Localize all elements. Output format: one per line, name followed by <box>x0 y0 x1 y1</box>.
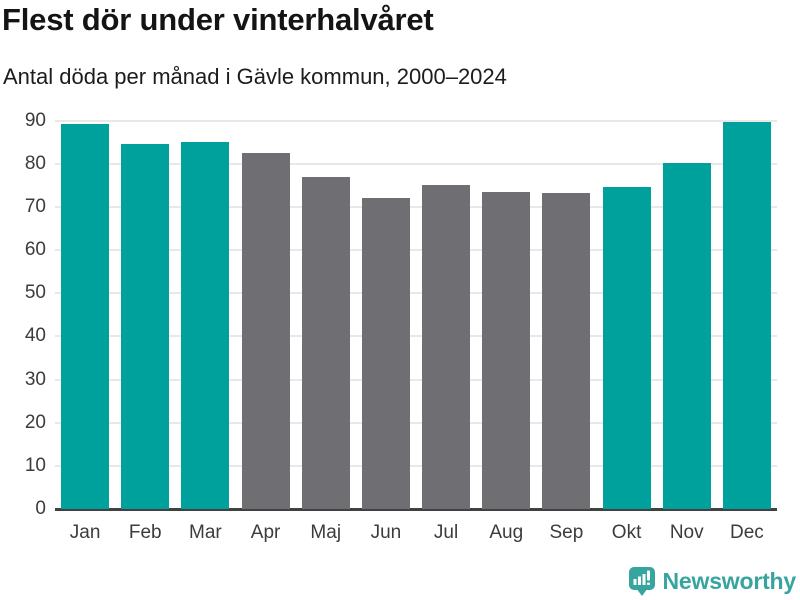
x-axis-tick-label-okt: Okt <box>611 522 642 543</box>
gridline-10 <box>55 464 777 467</box>
bar-jul <box>422 185 471 509</box>
y-axis-tick-label-90: 90 <box>24 109 46 131</box>
chart-title: Flest dör under vinterhalvåret <box>2 2 434 37</box>
x-axis-tick-label-mar: Mar <box>189 522 222 543</box>
bar-feb <box>121 143 170 509</box>
bar-chart-plot: 0 10 20 30 40 50 60 70 80 90 Jan Feb Mar Apr Maj Jun Jul… <box>25 110 777 543</box>
bar-sep <box>542 192 591 509</box>
x-axis-tick-label-feb: Feb <box>128 522 162 543</box>
newsworthy-logo: Newsworthy <box>628 566 796 596</box>
y-axis-tick-label-10: 10 <box>24 454 46 476</box>
gridline-40 <box>55 335 777 338</box>
bar-jan <box>61 123 110 509</box>
gridline-60 <box>55 249 777 252</box>
chart-subtitle: Antal döda per månad i Gävle kommun, 200… <box>3 64 507 89</box>
x-axis-line <box>55 508 777 511</box>
bar-okt <box>602 186 651 509</box>
gridline-90 <box>55 119 777 122</box>
x-axis-tick-label-jul: Jul <box>433 522 459 543</box>
x-axis-tick-label-aug: Aug <box>489 522 524 543</box>
bar-maj <box>301 176 350 509</box>
bar-apr <box>241 153 290 509</box>
bar-mar <box>181 141 230 509</box>
newsworthy-chart-bubble-icon <box>628 566 656 596</box>
y-axis-tick-label-80: 80 <box>24 152 46 174</box>
gridline-30 <box>55 378 777 381</box>
y-axis-tick-label-30: 30 <box>24 368 46 390</box>
y-axis-tick-label-50: 50 <box>24 282 46 304</box>
x-axis-tick-label-sep: Sep <box>549 522 584 543</box>
x-axis-tick-label-jan: Jan <box>69 522 101 543</box>
bar-jun <box>361 198 410 509</box>
y-axis-tick-label-40: 40 <box>24 325 46 347</box>
gridline-70 <box>55 205 777 208</box>
x-axis-tick-label-maj: Maj <box>310 522 342 543</box>
gridline-80 <box>55 162 777 165</box>
newsworthy-logo-text: Newsworthy <box>662 567 797 594</box>
y-axis-tick-label-0: 0 <box>35 498 46 519</box>
x-axis-tick-label-jun: Jun <box>370 522 402 543</box>
y-axis-tick-label-20: 20 <box>24 411 46 433</box>
gridline-20 <box>55 421 777 424</box>
bar-nov <box>662 162 711 509</box>
bar-dec <box>722 122 771 509</box>
x-axis-tick-label-apr: Apr <box>250 522 281 543</box>
x-axis-tick-label-dec: Dec <box>730 522 764 543</box>
bar-aug <box>482 191 531 509</box>
y-axis-tick-label-60: 60 <box>24 239 46 261</box>
x-axis-tick-label-nov: Nov <box>669 522 704 543</box>
y-axis-tick-label-70: 70 <box>24 195 46 217</box>
gridline-50 <box>55 292 777 295</box>
